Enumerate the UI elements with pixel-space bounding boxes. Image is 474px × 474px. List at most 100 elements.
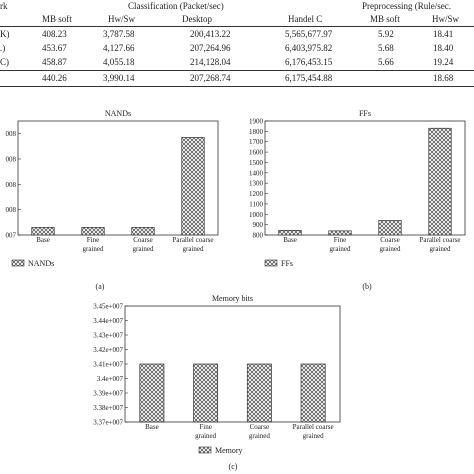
y-tick-label: 008 xyxy=(6,181,17,189)
bar xyxy=(131,227,155,236)
y-tick-label: 008 xyxy=(6,156,17,164)
y-tick-label: 3.45e+007 xyxy=(93,303,123,311)
x-tick-label: grained xyxy=(195,432,216,440)
table-cell: 3,990.14 xyxy=(103,73,135,83)
y-tick-label: 007 xyxy=(6,232,17,240)
table-row-label: .) xyxy=(0,43,6,53)
table-cell: 440.26 xyxy=(42,73,67,83)
legend-swatch xyxy=(264,259,278,267)
table-cell: 18.41 xyxy=(433,29,454,39)
y-tick-label: 3.37e+007 xyxy=(93,419,123,427)
table-cell: 4,127.66 xyxy=(103,43,135,53)
y-tick-label: 1400 xyxy=(249,169,264,177)
y-tick-label: 3.38e+007 xyxy=(93,404,123,412)
x-tick-label: Base xyxy=(36,236,50,244)
table-col-header: Handel C xyxy=(288,14,323,24)
bar xyxy=(31,227,55,236)
x-tick-label: grained xyxy=(249,432,270,440)
y-tick-label: 1800 xyxy=(249,128,264,136)
legend-label: FFs xyxy=(281,259,293,268)
bar xyxy=(181,137,205,236)
table-row-label: C) xyxy=(0,57,9,67)
table-rule xyxy=(0,86,474,87)
x-tick-label: grained xyxy=(380,245,401,253)
x-tick-label: grained xyxy=(83,245,104,253)
bar xyxy=(378,220,402,236)
x-tick-label: grained xyxy=(303,432,324,440)
y-tick-label: 3.42e+007 xyxy=(93,346,123,354)
legend-label: NANDs xyxy=(28,259,54,268)
bar xyxy=(328,230,352,236)
y-tick-label: 1100 xyxy=(249,200,263,208)
figure-caption: (c) xyxy=(229,462,238,471)
table-cell: 207,264.96 xyxy=(190,43,231,53)
bar xyxy=(428,127,452,236)
table-cell: 19.24 xyxy=(433,57,454,67)
y-tick-label: 1600 xyxy=(249,149,264,157)
table-col-header: Hw/Sw xyxy=(108,14,136,24)
y-tick-label: 3.39e+007 xyxy=(93,390,123,398)
bar xyxy=(278,229,302,236)
legend-swatch xyxy=(11,259,25,267)
table-cell: 6,403,975.82 xyxy=(285,43,333,53)
x-tick-label: Parallel coarse xyxy=(419,236,460,244)
y-tick-label: 1300 xyxy=(249,180,264,188)
table-cell: 6,176,453.15 xyxy=(285,57,333,67)
y-tick-label: 1200 xyxy=(249,190,264,198)
table-cell: 3,787.58 xyxy=(103,29,135,39)
table-cell: 5.66 xyxy=(378,57,394,67)
table-cell: 200,413.22 xyxy=(190,29,231,39)
table-cell: 5.92 xyxy=(378,29,394,39)
x-tick-label: Fine xyxy=(199,423,211,431)
x-tick-label: grained xyxy=(430,245,451,253)
table-group-header-classification: Classification (Packet/sec) xyxy=(128,1,224,11)
bar xyxy=(193,363,219,423)
table-cell: 458.87 xyxy=(42,57,67,67)
legend-label: Memory xyxy=(215,446,243,455)
y-tick-label: 3.44e+007 xyxy=(93,317,123,325)
x-tick-label: Coarse xyxy=(133,236,152,244)
table-cell: 214,128.04 xyxy=(190,57,231,67)
figure-caption: (b) xyxy=(362,282,372,291)
bar xyxy=(300,363,326,423)
table-group-header-preprocessing: Preprocessing (Rule/sec. xyxy=(362,1,451,11)
y-tick-label: 1000 xyxy=(249,211,264,219)
table-cell: 453.67 xyxy=(42,43,67,53)
x-tick-label: Coarse xyxy=(380,236,399,244)
results-table: rk Classification (Packet/sec) Preproces… xyxy=(0,0,474,92)
table-col-header: Desktop xyxy=(182,14,212,24)
table-cell: 18.68 xyxy=(433,73,454,83)
x-tick-label: Base xyxy=(145,423,159,431)
y-tick-label: 900 xyxy=(253,221,264,229)
bar xyxy=(139,363,165,423)
y-tick-label: 1900 xyxy=(249,118,264,126)
x-tick-label: grained xyxy=(133,245,154,253)
table-cell: 5,565,677.97 xyxy=(285,29,333,39)
table-col-header: Hw/Sw xyxy=(432,14,460,24)
table-col-header: MB soft xyxy=(42,14,72,24)
y-tick-label: 3.41e+007 xyxy=(93,361,123,369)
x-tick-label: grained xyxy=(183,245,204,253)
plot-frame xyxy=(17,120,219,236)
y-tick-label: 1500 xyxy=(249,159,264,167)
bar xyxy=(81,227,105,236)
table-cell: 6,175,454.88 xyxy=(285,73,333,83)
y-tick-label: 008 xyxy=(6,130,17,138)
chart-title: NANDs xyxy=(105,109,131,118)
plot-frame xyxy=(264,120,466,236)
figure-caption: (a) xyxy=(96,282,105,291)
bar xyxy=(246,363,272,423)
x-tick-label: Parallel coarse xyxy=(172,236,213,244)
table-cell: 4,055.18 xyxy=(103,57,135,67)
table-cell: 207,268.74 xyxy=(190,73,231,83)
x-tick-label: Parallel coarse xyxy=(293,423,334,431)
table-row-label: K) xyxy=(0,29,10,39)
y-tick-label: 008 xyxy=(6,206,17,214)
x-tick-label: Base xyxy=(283,236,297,244)
chart-title: FFs xyxy=(359,109,371,118)
x-tick-label: Fine xyxy=(334,236,346,244)
y-tick-label: 3.4e+007 xyxy=(97,375,124,383)
table-col-header: MB soft xyxy=(370,14,400,24)
chart-title: Memory bits xyxy=(212,294,253,303)
